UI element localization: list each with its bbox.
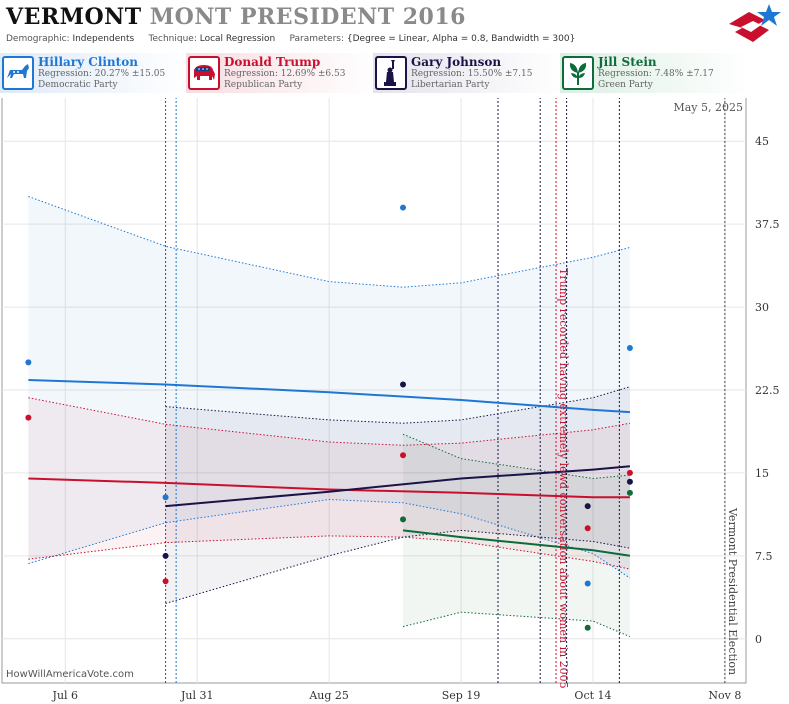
candidate-regression: Regression: 12.69% ±6.53 (224, 69, 346, 79)
event-label: Trump recorded having extremely lewd con… (557, 268, 570, 689)
x-tick-label: Nov 8 (708, 689, 741, 702)
band-upper-line (165, 386, 631, 424)
site-logo-icon (729, 4, 781, 42)
band-upper-line (28, 397, 630, 446)
band-lower-line (28, 535, 631, 570)
poll-point (584, 503, 591, 510)
poll-point (626, 478, 633, 485)
band-upper-line (402, 433, 630, 480)
poll-point (400, 452, 407, 459)
candidate-name: Gary Johnson (411, 55, 502, 69)
candidate-party: Republican Party (224, 80, 303, 90)
candidate-name: Jill Stein (598, 55, 657, 69)
poll-point (584, 525, 591, 532)
candidate-party: Libertarian Party (411, 80, 490, 90)
poll-point (584, 580, 591, 587)
trend-line (402, 529, 631, 557)
candidate-regression: Regression: 15.50% ±7.15 (411, 69, 533, 79)
poll-point (626, 344, 633, 351)
technique-value: Local Regression (199, 34, 276, 44)
poll-point (162, 494, 169, 501)
poll-point (25, 414, 32, 421)
y-tick-label: 37.5 (755, 218, 780, 231)
parameters-label: Parameters: (289, 34, 345, 44)
chart-title: VERMONT MONT PRESIDENT 2016 (6, 4, 466, 30)
y-tick-label: 7.5 (755, 550, 773, 563)
candidate-name: Hillary Clinton (38, 55, 138, 69)
y-tick-label: 0 (755, 633, 762, 646)
trend-line (165, 465, 630, 508)
trend-line (28, 379, 630, 414)
x-tick-label: Jul 6 (52, 689, 79, 702)
chart-meta: Demographic: Independents Technique: Loc… (6, 34, 575, 44)
title-abbr: MONT (149, 4, 232, 30)
poll-point (626, 469, 633, 476)
poll-point (162, 578, 169, 585)
poll-point (25, 359, 32, 366)
legend-card-stein: Jill Stein Regression: 7.48% ±7.17 Green… (560, 53, 750, 93)
candidate-regression: Regression: 7.48% ±7.17 (598, 69, 714, 79)
poll-point (626, 489, 633, 496)
leaf-icon (562, 56, 594, 90)
x-tick-label: Sep 19 (442, 689, 481, 702)
watermark: HowWillAmericaVote.com (6, 669, 134, 680)
poll-point (400, 204, 407, 211)
band-lower-line (28, 498, 631, 579)
title-rest: PRESIDENT 2016 (239, 4, 466, 30)
statue-of-liberty-icon (375, 56, 407, 90)
candidate-regression: Regression: 20.27% ±15.05 (38, 69, 166, 79)
demographic-value: Independents (72, 34, 135, 44)
poll-point (584, 624, 591, 631)
candidate-name: Donald Trump (224, 55, 321, 69)
parameters-value: {Degree = Linear, Alpha = 0.8, Bandwidth… (346, 34, 576, 44)
poll-point (400, 516, 407, 523)
x-tick-label: Oct 14 (574, 689, 611, 702)
chart-date: May 5, 2025 (673, 101, 743, 114)
y-tick-label: 15 (755, 467, 769, 480)
legend-card-trump: Donald Trump Regression: 12.69% ±6.53 Re… (186, 53, 376, 93)
technique-label: Technique: (148, 34, 197, 44)
x-tick-label: Aug 25 (308, 689, 349, 702)
confidence-band (28, 397, 630, 570)
demographic-label: Demographic: (6, 34, 70, 44)
event-label: Vermont Presidential Election (726, 507, 739, 675)
donkey-icon (2, 56, 34, 90)
elephant-icon (188, 56, 220, 90)
candidate-party: Democratic Party (38, 80, 118, 90)
y-tick-label: 30 (755, 301, 769, 314)
poll-point (400, 381, 407, 388)
poll-chart: 0 7.5 15 22.5 30 37.5 45 Jul 6 Jul 31 Aug 25 Sep 1… (1, 98, 780, 702)
y-tick-label: 45 (755, 135, 769, 148)
candidate-party: Green Party (598, 80, 653, 90)
candidate-legend: Hillary Clinton Regression: 20.27% ±15.0… (0, 53, 789, 93)
legend-card-johnson: Gary Johnson Regression: 15.50% ±7.15 Li… (373, 53, 563, 93)
title-state: VERMONT (6, 4, 142, 30)
trend-line (28, 477, 630, 499)
x-tick-label: Jul 31 (180, 689, 214, 702)
y-tick-label: 22.5 (755, 384, 780, 397)
legend-card-clinton: Hillary Clinton Regression: 20.27% ±15.0… (0, 53, 190, 93)
poll-point (162, 552, 169, 559)
confidence-band (165, 386, 630, 604)
